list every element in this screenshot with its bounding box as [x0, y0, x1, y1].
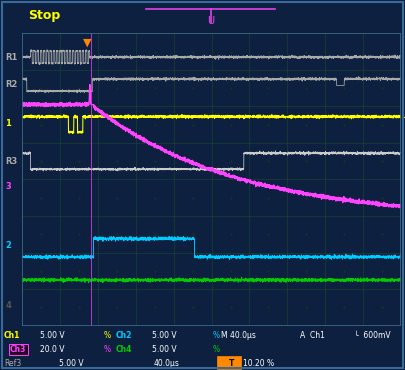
Text: 5.00 V: 5.00 V [152, 345, 177, 354]
Text: 40.0μs: 40.0μs [154, 359, 180, 368]
Text: R2: R2 [5, 80, 17, 89]
Text: Ch2: Ch2 [115, 332, 132, 340]
Text: %: % [213, 332, 220, 340]
Text: 1: 1 [5, 120, 11, 128]
Text: ◄: ◄ [403, 112, 405, 122]
Text: Ref3: Ref3 [4, 359, 21, 368]
Text: 3: 3 [5, 182, 11, 191]
Text: 4: 4 [5, 301, 11, 310]
Text: 10.20 %: 10.20 % [243, 359, 274, 368]
Text: %: % [103, 345, 111, 354]
Text: %: % [213, 345, 220, 354]
Text: M 40.0μs: M 40.0μs [221, 332, 256, 340]
Text: 2: 2 [5, 242, 11, 250]
Text: Ch3: Ch3 [10, 345, 26, 354]
Text: %: % [103, 332, 111, 340]
Text: 20.0 V: 20.0 V [40, 345, 65, 354]
Text: T: T [229, 359, 234, 368]
Text: R1: R1 [5, 53, 17, 61]
FancyBboxPatch shape [217, 356, 241, 369]
Text: ╰  600mV: ╰ 600mV [354, 332, 391, 340]
Text: Ch1: Ch1 [4, 332, 20, 340]
Text: A  Ch1: A Ch1 [300, 332, 324, 340]
Text: U: U [207, 16, 214, 26]
Text: Stop: Stop [28, 9, 61, 21]
Text: 5.00 V: 5.00 V [152, 332, 177, 340]
Text: R3: R3 [5, 157, 17, 166]
Text: 5.00 V: 5.00 V [59, 359, 83, 368]
Text: Ch4: Ch4 [115, 345, 132, 354]
Text: ▼: ▼ [83, 38, 92, 48]
Text: 5.00 V: 5.00 V [40, 332, 65, 340]
